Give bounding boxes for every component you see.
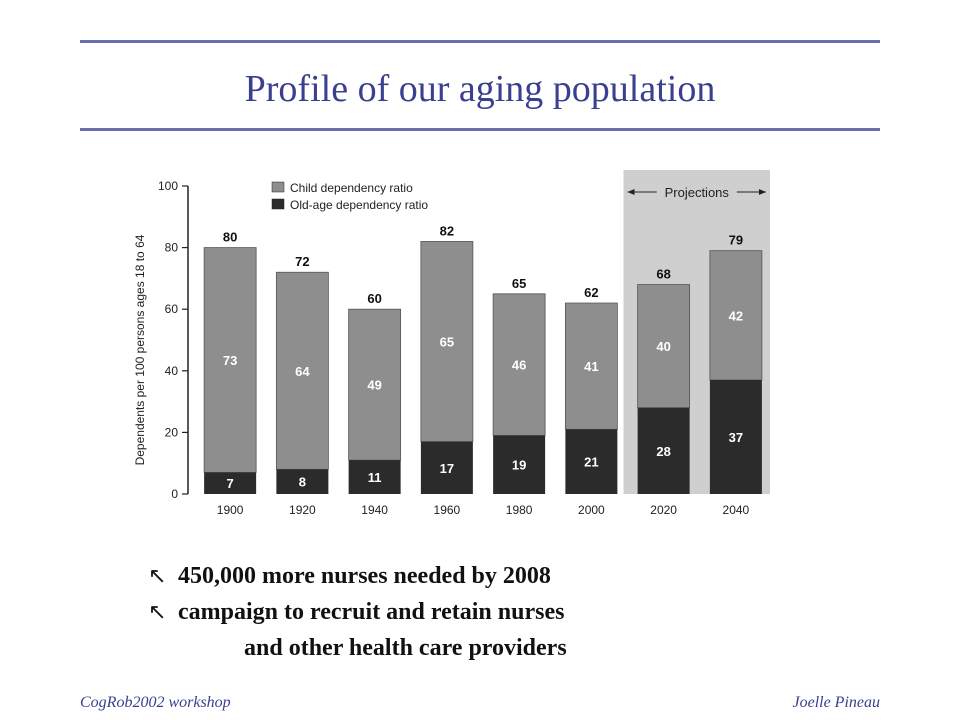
- bullet-text: 450,000 more nurses needed by 2008: [178, 563, 551, 589]
- data-label-total: 68: [656, 267, 670, 282]
- data-label-old-age: 28: [656, 444, 670, 459]
- bar-child-dependency: [637, 284, 691, 409]
- bullet-arrow-icon: ↖: [148, 599, 167, 624]
- data-label-total: 80: [223, 230, 237, 245]
- bar-old-age-dependency: [348, 460, 401, 494]
- projection-label: Projections: [665, 185, 730, 200]
- projection-label-bg: [656, 184, 737, 200]
- data-label-old-age: 7: [227, 476, 234, 491]
- x-tick-label: 2020: [650, 503, 677, 517]
- x-tick-label: 2000: [578, 503, 605, 517]
- data-label-old-age: 21: [584, 455, 598, 470]
- projection-arrow-left: [627, 189, 635, 195]
- data-label-old-age: 37: [729, 430, 743, 445]
- dependency-ratio-chart: Projections 0 20 40 60 80 100 Dependents per 10…: [132, 168, 777, 518]
- data-label-total: 60: [367, 291, 381, 306]
- title-bottom-rule: [80, 128, 880, 131]
- y-tick-label: 100: [158, 179, 178, 193]
- x-tick-label: 1900: [217, 503, 244, 517]
- data-label-child: 64: [295, 364, 310, 379]
- data-label-total: 65: [512, 276, 526, 291]
- bar-old-age-dependency: [204, 472, 257, 494]
- legend-swatch: [271, 198, 285, 210]
- data-label-old-age: 11: [368, 470, 382, 485]
- bullet-arrow-icon: ↖: [148, 563, 167, 588]
- x-tick-label: 1960: [434, 503, 461, 517]
- data-label-total: 79: [729, 233, 743, 248]
- bullet-continuation: and other health care providers: [244, 635, 567, 661]
- bar-old-age-dependency: [276, 469, 329, 494]
- data-label-old-age: 19: [512, 458, 526, 473]
- legend-swatch: [271, 181, 285, 193]
- x-tick-label: 1920: [289, 503, 316, 517]
- bar-old-age-dependency: [565, 429, 618, 494]
- data-label-child: 73: [223, 353, 237, 368]
- data-label-child: 65: [440, 335, 454, 350]
- data-label-child: 46: [512, 358, 526, 373]
- data-label-total: 82: [440, 223, 454, 238]
- footer-workshop: CogRob2002 workshop: [80, 694, 231, 711]
- title-top-rule: [80, 40, 880, 43]
- bullet-item-campaign: ↖ campaign to recruit and retain nurses: [148, 594, 768, 630]
- bar-old-age-dependency: [493, 435, 546, 494]
- data-label-total: 72: [295, 254, 309, 269]
- legend-label: Old-age dependency ratio: [290, 198, 428, 212]
- projection-arrow-right: [759, 189, 766, 195]
- bar-child-dependency: [348, 308, 402, 461]
- data-label-total: 62: [584, 285, 598, 300]
- bar-old-age-dependency: [637, 407, 690, 494]
- bar-child-dependency: [203, 247, 257, 473]
- bar-old-age-dependency: [420, 441, 473, 494]
- bar-child-dependency: [420, 241, 474, 443]
- bar-child-dependency: [275, 271, 329, 470]
- x-tick-label: 1980: [506, 503, 533, 517]
- y-tick-label: 60: [165, 302, 179, 316]
- y-tick-label: 80: [165, 241, 179, 255]
- bar-old-age-dependency: [709, 380, 762, 494]
- data-label-child: 42: [729, 308, 743, 323]
- data-label-child: 41: [584, 359, 598, 374]
- bullet-text: campaign to recruit and retain nurses: [178, 599, 565, 625]
- data-label-old-age: 17: [440, 461, 454, 476]
- bar-child-dependency: [492, 293, 546, 436]
- data-label-child: 49: [367, 378, 381, 393]
- y-tick-label: 40: [165, 364, 179, 378]
- x-tick-label: 2040: [723, 503, 750, 517]
- data-label-old-age: 8: [299, 475, 306, 490]
- y-axis-label: Dependents per 100 persons ages 18 to 64: [133, 234, 147, 465]
- x-tick-label: 1940: [361, 503, 388, 517]
- slide-title: Profile of our aging population: [244, 68, 716, 110]
- legend-label: Child dependency ratio: [290, 181, 413, 195]
- y-tick-label: 20: [165, 425, 179, 439]
- data-label-child: 40: [656, 339, 670, 354]
- y-tick-label: 0: [171, 487, 178, 501]
- bar-child-dependency: [564, 302, 618, 430]
- bullet-item-nurses-needed: ↖ 450,000 more nurses needed by 2008: [148, 558, 768, 594]
- bar-child-dependency: [709, 250, 763, 381]
- bullet-list: ↖ 450,000 more nurses needed by 2008 ↖ c…: [148, 558, 768, 666]
- footer-author: Joelle Pineau: [792, 694, 880, 711]
